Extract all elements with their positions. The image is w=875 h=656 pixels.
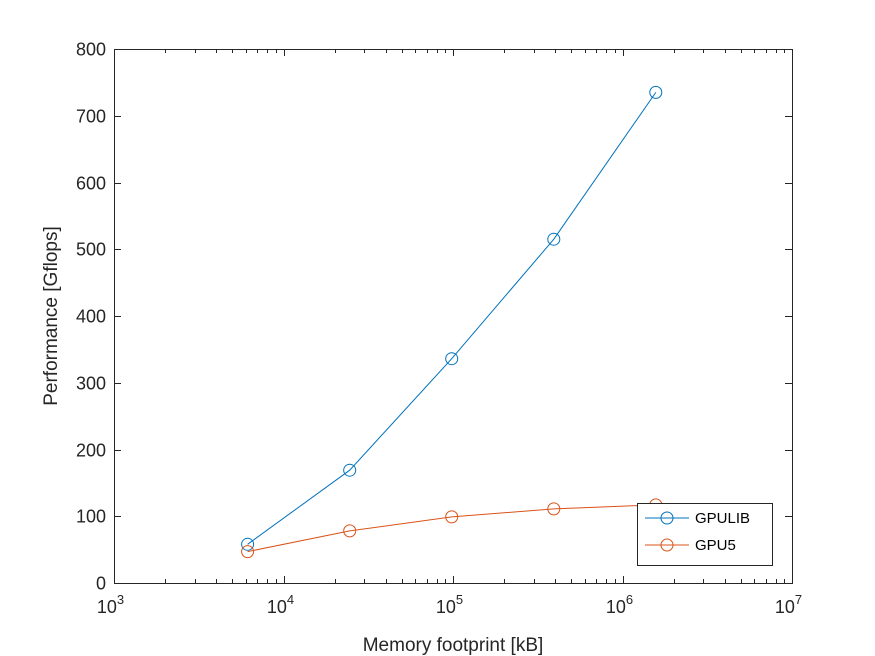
series-2-point: [343, 524, 357, 538]
legend-box: [637, 503, 773, 566]
series-2-point: [547, 502, 561, 516]
legend-entry-label: GPU5: [695, 537, 736, 554]
x-tick-label: 104: [267, 592, 294, 617]
y-tick-label: 200: [76, 441, 106, 461]
y-tick-label: 700: [76, 107, 106, 127]
tick-layer: 0 100 200 300 400 500 600 700 800 103 104 105 106 107: [76, 40, 802, 618]
legend-entry-label: GPULIB: [695, 510, 750, 527]
y-tick-label: 400: [76, 307, 106, 327]
x-tick-label: 103: [97, 592, 124, 617]
legend-swatch-marker: [660, 538, 674, 552]
series-2-point: [445, 510, 459, 524]
y-tick-label: 800: [76, 40, 106, 60]
x-tick-label: 106: [606, 592, 633, 617]
x-axis-label: Memory footprint [kB]: [363, 635, 544, 656]
y-tick-label: 100: [76, 507, 106, 527]
y-tick-label: 0: [96, 574, 106, 594]
series-1-point: [649, 85, 663, 99]
plot-area: [114, 49, 792, 583]
series-layer: [241, 85, 663, 559]
y-axis-label: Performance [Gflops]: [41, 226, 62, 406]
y-tick-label: 600: [76, 174, 106, 194]
x-tick-label: 105: [436, 592, 463, 617]
series-2-point: [241, 545, 255, 559]
y-tick-label: 500: [76, 240, 106, 260]
x-tick-label: 107: [775, 592, 802, 617]
series-1-point: [343, 463, 357, 477]
series-1-point: [445, 352, 459, 366]
legend-swatch-marker: [660, 511, 674, 525]
series-line-1: [247, 92, 657, 545]
series-1-point: [547, 232, 561, 246]
series-line-2: [247, 504, 656, 553]
y-tick-label: 300: [76, 374, 106, 394]
series-1-point: [241, 537, 255, 551]
legend: GPULIB GPU5: [637, 503, 773, 566]
